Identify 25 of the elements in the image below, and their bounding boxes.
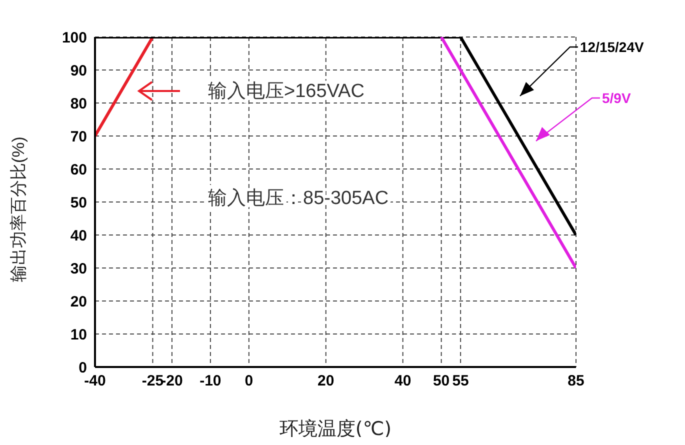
y-tick-label: 0 xyxy=(78,359,87,376)
y-tick-label: 30 xyxy=(70,260,87,278)
text: 5/9V xyxy=(602,90,632,106)
x-tick-label: -10 xyxy=(200,372,222,390)
y-tick-label: 100 xyxy=(62,29,87,46)
x-tick-label: -25 xyxy=(142,372,164,390)
y-tick-label: 60 xyxy=(70,161,87,178)
x-tick-label: 85 xyxy=(568,372,584,390)
y-tick-label: 10 xyxy=(70,326,87,344)
x-tick-label: 55 xyxy=(452,372,469,390)
annotation: 输入电压>165VAC xyxy=(208,81,364,102)
y-tick-label: 70 xyxy=(70,128,87,146)
x-tick-label: -20 xyxy=(161,372,183,390)
x-tick-label: 50 xyxy=(432,372,450,390)
y-tick-label: 90 xyxy=(70,62,87,80)
y-tick-label: 40 xyxy=(70,227,87,244)
y-tick-label: 20 xyxy=(70,293,87,310)
text: 12/15/24V xyxy=(580,39,644,55)
y-axis-title: 输出功率百分比(%) xyxy=(9,136,28,282)
x-tick-label: -40 xyxy=(84,372,106,390)
y-tick-label: 80 xyxy=(70,95,87,112)
x-tick-label: 40 xyxy=(394,372,412,390)
x-tick-label: 0 xyxy=(244,372,254,390)
x-tick-label: 20 xyxy=(318,372,334,390)
y-tick-label: 50 xyxy=(70,194,87,212)
